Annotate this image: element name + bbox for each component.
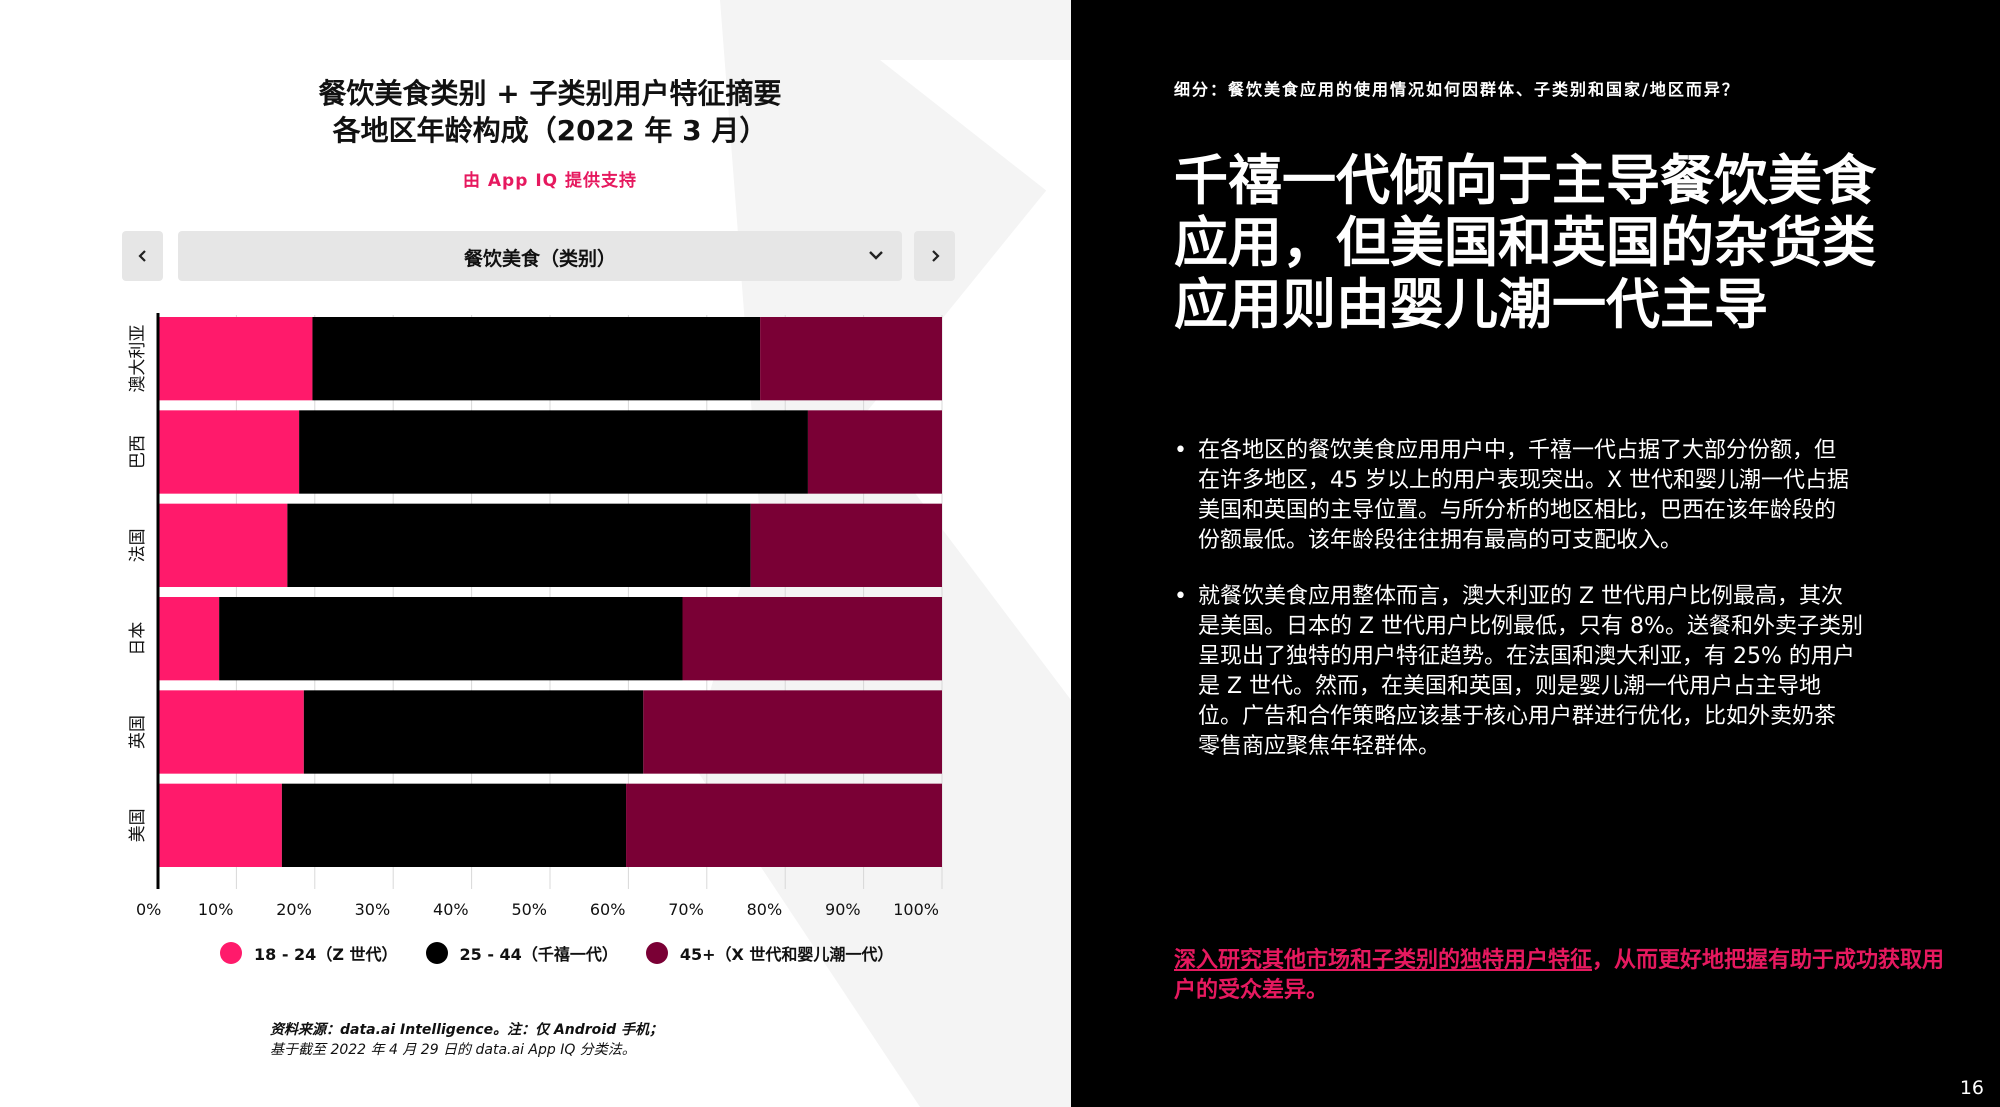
bar-segment — [643, 690, 942, 774]
bullet-icon: • — [1174, 584, 1187, 609]
legend-item-millennial: 25 - 44（千禧一代） — [425, 941, 618, 965]
headline-line-3: 应用则由婴儿潮一代主导 — [1174, 273, 1768, 336]
bar-segment — [158, 597, 220, 681]
source-note-line-2: 基于截至 2022 年 4 月 29 日的 data.ai App IQ 分类法… — [270, 1042, 636, 1058]
bar-segment — [158, 317, 313, 401]
source-note: 资料来源：data.ai Intelligence。注：仅 Android 手机… — [270, 1022, 663, 1038]
bar-segment — [760, 317, 942, 401]
previous-button[interactable] — [122, 231, 163, 281]
chart-subtitle: 由 App IQ 提供支持 — [462, 171, 638, 191]
bar-segment — [219, 597, 683, 681]
bar-segment — [281, 783, 627, 867]
page-number: 16 — [1959, 1077, 1984, 1099]
bar-segment — [750, 503, 942, 587]
category-label: 巴西 — [128, 435, 148, 469]
legend-swatch — [220, 942, 242, 964]
headline-line-2: 应用，但美国和英国的杂货类 — [1174, 211, 1876, 274]
category-label: 澳大利亚 — [128, 325, 148, 393]
category-dropdown[interactable]: 餐饮美食（类别） — [178, 231, 902, 281]
call-to-action: 深入研究其他市场和子类别的独特用户特征，从而更好地把握有助于成功获取用户的受众差… — [1174, 946, 1964, 1006]
bullet-text: 零售商应聚焦年轻群体。 — [1198, 734, 1441, 759]
chart-panel: 餐饮美食类别 + 子类别用户特征摘要 各地区年龄构成（2022 年 3 月） 由… — [122, 0, 1071, 1107]
bar-segment — [158, 503, 288, 587]
bar-segment — [303, 690, 644, 774]
x-tick-label: 20% — [276, 900, 312, 919]
x-tick-label: 100% — [893, 900, 939, 919]
bar-segment — [158, 783, 282, 867]
bullet-text: 份额最低。该年龄段往往拥有最高的可支配收入。 — [1198, 528, 1683, 553]
x-tick-label: 60% — [590, 900, 626, 919]
bullet-point: • 就餐饮美食应用整体而言，澳大利亚的 Z 世代用户比例最高，其次 是美国。日本… — [1174, 582, 1914, 762]
legend-label: 25 - 44（千禧一代） — [459, 945, 618, 964]
bullet-text: 就餐饮美食应用整体而言，澳大利亚的 Z 世代用户比例最高，其次 — [1198, 584, 1844, 609]
chart-legend: 18 - 24（Z 世代） 25 - 44（千禧一代） 45+（X 世代和婴儿潮… — [220, 940, 921, 966]
bar-segment — [682, 597, 942, 681]
bullet-text: 在许多地区，45 岁以上的用户表现突出。X 世代和婴儿潮一代占据 — [1198, 468, 1850, 493]
cta-text: ，从而更好地把握有助于成功获取用户的受众差异。 — [1174, 948, 1945, 1003]
bar-segment — [158, 690, 304, 774]
chevron-left-icon — [137, 250, 146, 262]
x-tick-label: 80% — [747, 900, 783, 919]
bullet-text: 位。广告和合作策略应该基于核心用户群进行优化，比如外卖奶茶 — [1198, 704, 1837, 729]
bullet-point: • 在各地区的餐饮美食应用用户中，千禧一代占据了大部分份额，但 在许多地区，45… — [1174, 436, 1914, 556]
bullet-text: 在各地区的餐饮美食应用用户中，千禧一代占据了大部分份额，但 — [1198, 438, 1837, 463]
x-tick-label: 0% — [136, 900, 161, 919]
chevron-down-icon — [869, 251, 883, 260]
legend-item-gen-x-boomer: 45+（X 世代和婴儿潮一代） — [645, 941, 894, 965]
category-label: 英国 — [128, 715, 148, 749]
cta-link[interactable]: 深入研究其他市场和子类别的独特用户特征 — [1174, 948, 1593, 973]
bullet-text: 美国和英国的主导位置。与所分析的地区相比，巴西在该年龄段的 — [1198, 498, 1837, 523]
bullet-icon: • — [1174, 438, 1187, 463]
headline: 千禧一代倾向于主导餐饮美食 — [1174, 149, 1876, 212]
x-tick-label: 10% — [198, 900, 234, 919]
chart-title: 餐饮美食类别 + 子类别用户特征摘要 — [318, 77, 782, 110]
legend-label: 45+（X 世代和婴儿潮一代） — [679, 945, 894, 964]
next-button[interactable] — [914, 231, 955, 281]
legend-item-gen-z: 18 - 24（Z 世代） — [220, 941, 398, 965]
bar-segment — [287, 503, 751, 587]
x-tick-label: 90% — [825, 900, 861, 919]
bullet-text: 是 Z 世代。然而，在美国和英国，则是婴儿潮一代用户占主导地 — [1198, 674, 1822, 699]
legend-swatch — [425, 942, 448, 964]
category-label: 美国 — [128, 808, 148, 842]
bar-segment — [626, 783, 942, 867]
x-tick-label: 70% — [668, 900, 704, 919]
legend-label: 18 - 24（Z 世代） — [254, 945, 398, 964]
legend-swatch — [645, 942, 668, 964]
x-tick-label: 30% — [355, 900, 391, 919]
category-label: 日本 — [128, 622, 148, 656]
category-label: 法国 — [128, 528, 148, 562]
bar-segment — [312, 317, 761, 401]
bar-segment — [299, 410, 808, 494]
chart-title-line-2: 各地区年龄构成（2022 年 3 月） — [332, 114, 768, 147]
section-kicker: 细分：餐饮美食应用的使用情况如何因群体、子类别和国家/地区而异？ — [1174, 80, 1740, 99]
x-tick-label: 40% — [433, 900, 469, 919]
bar-segment — [158, 410, 300, 494]
text-panel: 细分：餐饮美食应用的使用情况如何因群体、子类别和国家/地区而异？ 千禧一代倾向于… — [1071, 0, 2000, 1107]
x-tick-label: 50% — [511, 900, 547, 919]
category-dropdown-value: 餐饮美食（类别） — [463, 248, 616, 270]
bullet-text: 是美国。日本的 Z 世代用户比例最低，只有 8%。送餐和外卖子类别 — [1198, 614, 1863, 639]
bullet-text: 呈现出了独特的用户特征趋势。在法国和澳大利亚，有 25% 的用户 — [1198, 644, 1855, 669]
bar-segment — [807, 410, 942, 494]
chevron-right-icon — [931, 250, 940, 262]
